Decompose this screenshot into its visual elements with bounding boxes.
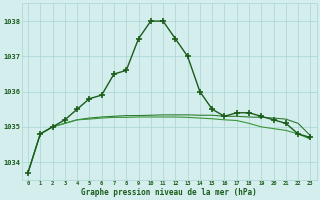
X-axis label: Graphe pression niveau de la mer (hPa): Graphe pression niveau de la mer (hPa) (81, 188, 257, 197)
